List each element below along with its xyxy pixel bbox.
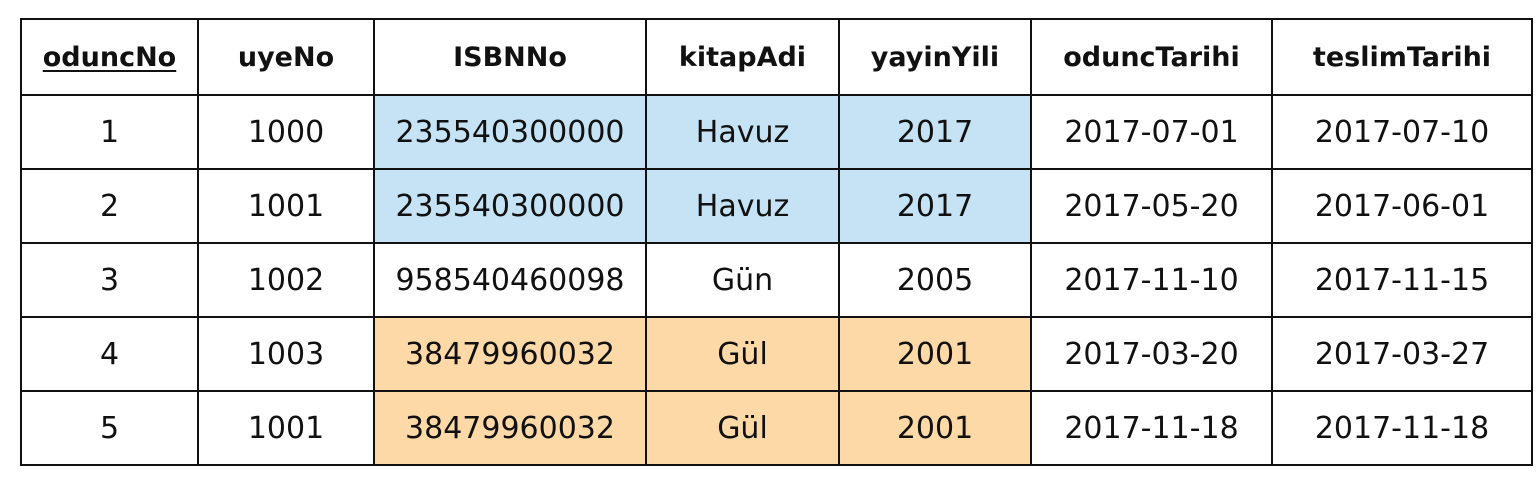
- table-row: 4 1003 38479960032 Gül 2001 2017-03-20 2…: [20, 316, 1533, 392]
- cell-isbnno: 235540300000: [373, 94, 647, 170]
- table-row: 2 1001 235540300000 Havuz 2017 2017-05-2…: [20, 168, 1533, 244]
- table-row: 1 1000 235540300000 Havuz 2017 2017-07-0…: [20, 94, 1533, 170]
- column-header-kitapadi: kitapAdi: [645, 18, 840, 96]
- column-header-yayinyili: yayinYili: [838, 18, 1032, 96]
- cell-isbnno: 38479960032: [373, 390, 647, 466]
- cell-oduncno: 3: [20, 242, 199, 318]
- cell-isbnno: 958540460098: [373, 242, 647, 318]
- column-header-oduncno: oduncNo: [20, 18, 199, 96]
- cell-uyeno: 1001: [197, 390, 375, 466]
- cell-uyeno: 1002: [197, 242, 375, 318]
- column-header-teslimtarihi: teslimTarihi: [1271, 18, 1533, 96]
- cell-yayinyili: 2001: [838, 316, 1032, 392]
- cell-teslimtarihi: 2017-11-18: [1271, 390, 1533, 466]
- cell-odunctarihi: 2017-05-20: [1030, 168, 1273, 244]
- cell-odunctarihi: 2017-07-01: [1030, 94, 1273, 170]
- cell-yayinyili: 2005: [838, 242, 1032, 318]
- cell-kitapadi: Gül: [645, 316, 840, 392]
- cell-uyeno: 1003: [197, 316, 375, 392]
- cell-yayinyili: 2001: [838, 390, 1032, 466]
- cell-oduncno: 1: [20, 94, 199, 170]
- cell-uyeno: 1000: [197, 94, 375, 170]
- cell-isbnno: 38479960032: [373, 316, 647, 392]
- cell-teslimtarihi: 2017-06-01: [1271, 168, 1533, 244]
- cell-kitapadi: Gün: [645, 242, 840, 318]
- column-header-odunctarihi: oduncTarihi: [1030, 18, 1273, 96]
- cell-kitapadi: Havuz: [645, 168, 840, 244]
- cell-kitapadi: Gül: [645, 390, 840, 466]
- cell-teslimtarihi: 2017-03-27: [1271, 316, 1533, 392]
- cell-yayinyili: 2017: [838, 168, 1032, 244]
- cell-teslimtarihi: 2017-07-10: [1271, 94, 1533, 170]
- column-header-uyeno: uyeNo: [197, 18, 375, 96]
- column-header-isbnno: ISBNNo: [373, 18, 647, 96]
- cell-yayinyili: 2017: [838, 94, 1032, 170]
- cell-odunctarihi: 2017-11-10: [1030, 242, 1273, 318]
- cell-odunctarihi: 2017-03-20: [1030, 316, 1273, 392]
- cell-odunctarihi: 2017-11-18: [1030, 390, 1273, 466]
- cell-oduncno: 2: [20, 168, 199, 244]
- cell-uyeno: 1001: [197, 168, 375, 244]
- cell-isbnno: 235540300000: [373, 168, 647, 244]
- cell-oduncno: 5: [20, 390, 199, 466]
- cell-teslimtarihi: 2017-11-15: [1271, 242, 1533, 318]
- loan-table: oduncNo uyeNo ISBNNo kitapAdi yayinYili …: [20, 18, 1533, 466]
- cell-oduncno: 4: [20, 316, 199, 392]
- cell-kitapadi: Havuz: [645, 94, 840, 170]
- header-row: oduncNo uyeNo ISBNNo kitapAdi yayinYili …: [20, 18, 1533, 96]
- table-row: 3 1002 958540460098 Gün 2005 2017-11-10 …: [20, 242, 1533, 318]
- table-row: 5 1001 38479960032 Gül 2001 2017-11-18 2…: [20, 390, 1533, 466]
